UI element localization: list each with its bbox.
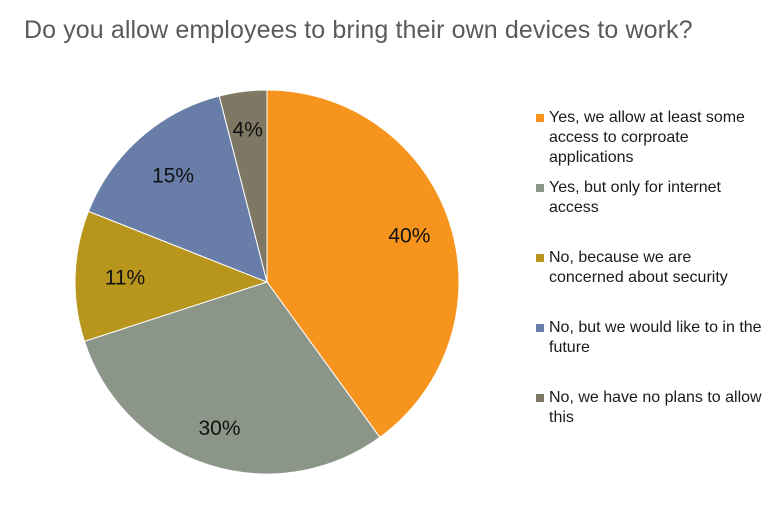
legend-item-yes-internet-only: Yes, but only for internet access <box>536 178 769 218</box>
legend-item-yes-corporate-apps: Yes, we allow at least some access to co… <box>536 108 769 168</box>
pie-slice-yes-internet-only <box>83 281 381 475</box>
legend-item-no-security: No, because we are concerned about secur… <box>536 248 769 288</box>
legend-label-yes-internet-only: Yes, but only for internet access <box>549 179 721 216</box>
pie-label-yes-corporate-apps: 40% <box>388 225 430 248</box>
legend-label-no-future: No, but we would like to in the future <box>549 319 762 356</box>
pie-slice-no-security <box>74 210 269 342</box>
chart-title: Do you allow employees to bring their ow… <box>24 16 693 44</box>
legend-item-no-future: No, but we would like to in the future <box>536 318 769 358</box>
legend-item-no-plans: No, we have no plans to allow this <box>536 388 769 428</box>
legend-swatch-no-security <box>536 254 544 262</box>
legend-label-yes-corporate-apps: Yes, we allow at least some access to co… <box>549 109 745 166</box>
pie-label-yes-internet-only: 30% <box>198 417 240 440</box>
legend-label-no-security: No, because we are concerned about secur… <box>549 249 728 286</box>
pie-slice-no-plans <box>218 89 268 283</box>
legend-label-no-plans: No, we have no plans to allow this <box>549 389 762 426</box>
legend-swatch-yes-corporate-apps <box>536 114 544 122</box>
pie-label-no-security: 11% <box>105 267 145 290</box>
legend-swatch-no-plans <box>536 394 544 402</box>
legend-swatch-yes-internet-only <box>536 184 544 192</box>
pie-slice-no-future <box>87 95 268 283</box>
pie-slice-yes-corporate-apps <box>266 89 460 439</box>
legend-swatch-no-future <box>536 324 544 332</box>
pie-label-no-plans: 4% <box>233 119 263 142</box>
pie-label-no-future: 15% <box>152 164 194 187</box>
